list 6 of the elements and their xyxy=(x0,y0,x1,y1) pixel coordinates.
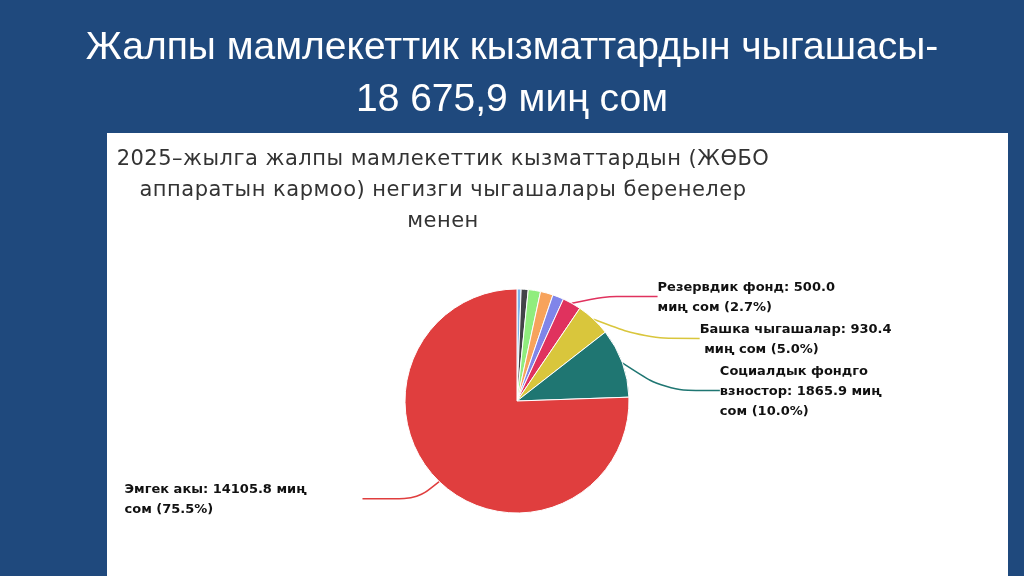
slice-label: Эмгек акы: 14105.8 миң сом (75.5%) xyxy=(124,481,312,517)
slice-label: Резервдик фонд: 500.0 миң сом (2.7%) xyxy=(657,278,840,314)
chart-subtitle: 2025–жылга жалпы мамлекеттик кызматтардын (ЖӨБО аппаратын кармоо) негизги чыгашалары беренелер менен xyxy=(115,145,771,234)
slice-label: Башка чыгашалар: 930.4 миң сом (5.0%) xyxy=(699,320,892,356)
chart-title: Жалпы мамлекеттик кызматтардын чыгашасы- 18 675,9 миң сом xyxy=(84,23,940,121)
slice-label: Социалдык фондго взностор: 1865.9 миң сом (10.0%) xyxy=(719,362,887,418)
